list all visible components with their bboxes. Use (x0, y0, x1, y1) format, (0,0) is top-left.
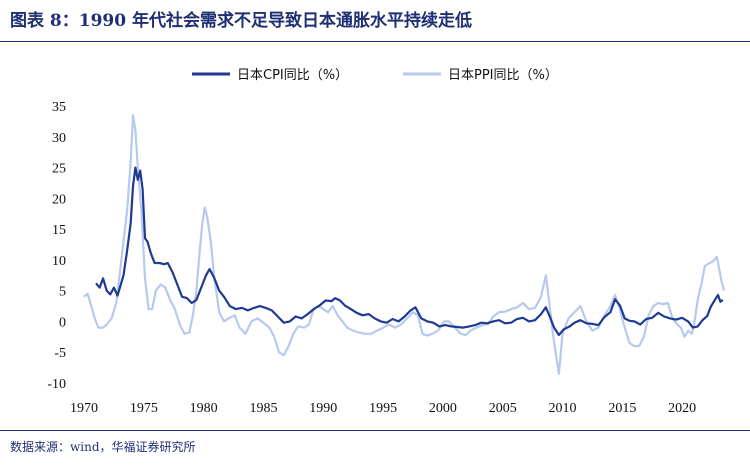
y-tick-label: 25 (52, 162, 66, 177)
cpi-series-line (95, 166, 724, 337)
page-title: 图表 8：1990 年代社会需求不足导致日本通胀水平持续走低 (10, 11, 472, 31)
title-bar: 图表 8：1990 年代社会需求不足导致日本通胀水平持续走低 (0, 0, 750, 34)
x-tick-label: 1980 (190, 401, 218, 416)
x-tick-label: 1990 (309, 401, 337, 416)
line-chart: 日本CPI同比（%） 日本PPI同比（%） 35302520151050-5-10… (47, 68, 726, 416)
y-tick-label: 30 (52, 131, 66, 146)
y-tick-label: 20 (52, 192, 66, 207)
x-axis-ticks: 1970 1975 1980 1985 1990 1995 2000 2005 2010 2015… (70, 401, 696, 416)
y-tick-label: -5 (54, 346, 66, 361)
ppi-series-line (83, 114, 726, 375)
title-divider (0, 41, 750, 42)
y-tick-label: 0 (59, 315, 66, 330)
legend-label-ppi: 日本PPI同比（%） (448, 68, 558, 83)
y-tick-label: 35 (52, 100, 66, 115)
legend-label-cpi: 日本CPI同比（%） (237, 68, 348, 83)
x-tick-label: 2010 (549, 401, 577, 416)
y-tick-label: -10 (47, 377, 66, 392)
x-tick-label: 1985 (249, 401, 277, 416)
y-tick-label: 5 (59, 285, 66, 300)
y-tick-label: 10 (52, 254, 66, 269)
legend: 日本CPI同比（%） 日本PPI同比（%） (192, 68, 558, 83)
footer-divider (0, 430, 750, 431)
x-tick-label: 2000 (429, 401, 457, 416)
x-tick-label: 1995 (369, 401, 397, 416)
series-lines (83, 114, 726, 375)
y-axis-ticks: 35 30 25 20 15 10 5 0 -5 -10 (47, 100, 66, 392)
x-tick-label: 2005 (489, 401, 517, 416)
x-tick-label: 2020 (668, 401, 696, 416)
source-note: 数据来源：wind，华福证券研究所 (10, 440, 196, 454)
y-tick-label: 15 (52, 223, 66, 238)
x-tick-label: 2015 (608, 401, 636, 416)
x-tick-label: 1975 (130, 401, 158, 416)
x-tick-label: 1970 (70, 401, 98, 416)
